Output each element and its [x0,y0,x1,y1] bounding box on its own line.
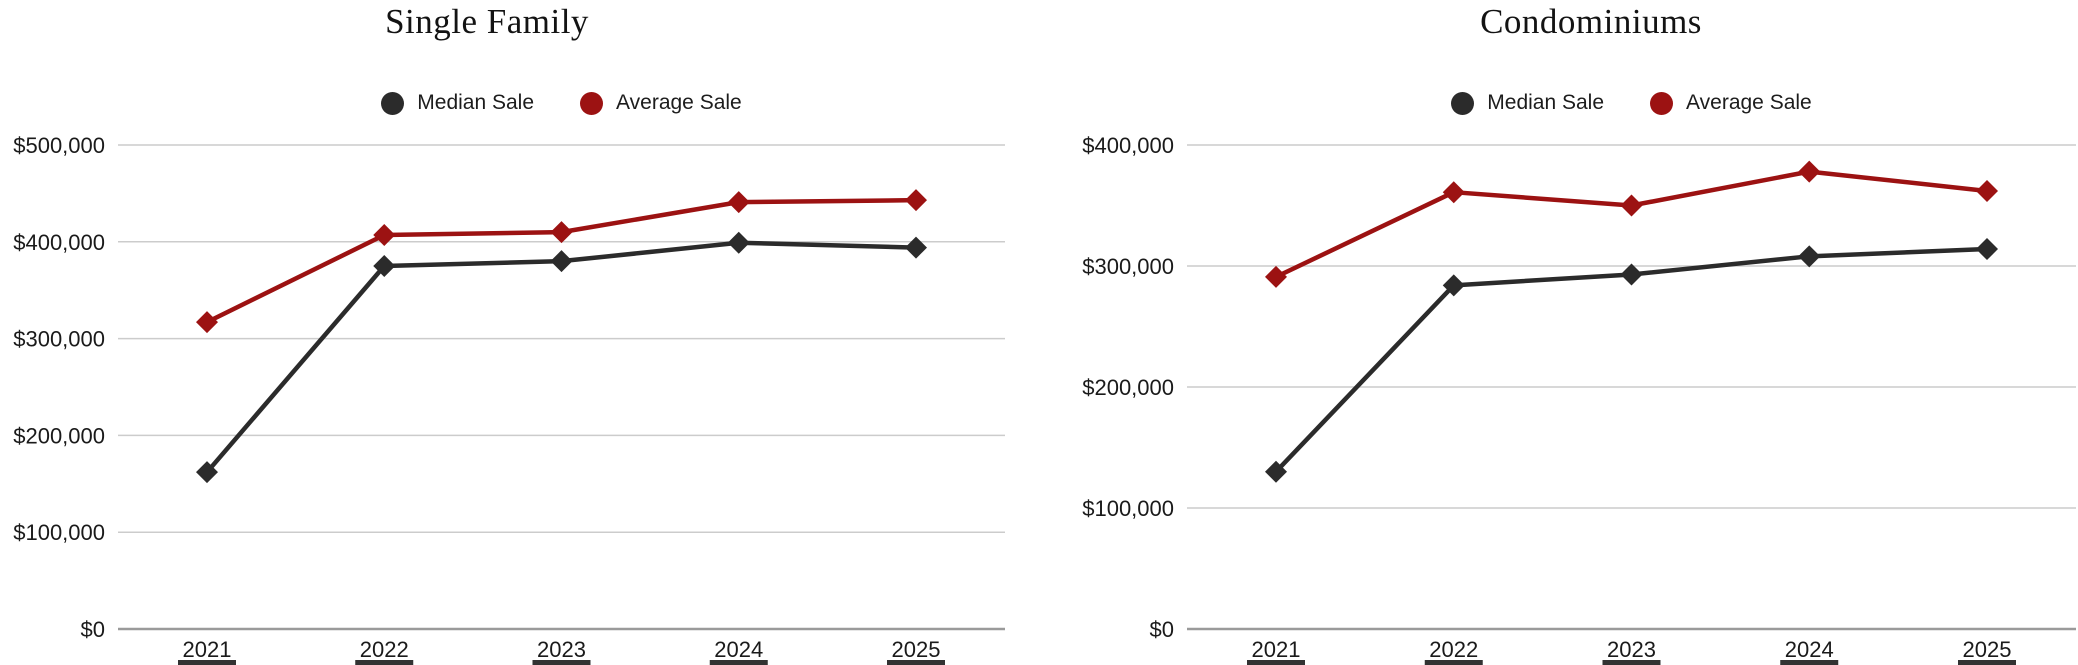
x-tick-label: 2024 [1785,637,1834,662]
median-sale-data-point-marker[interactable] [550,250,573,273]
average-sale-data-point-marker[interactable] [727,191,750,214]
chart-title-single-family: Single Family [385,2,589,41]
legend-label: Median Sale [1487,91,1605,114]
median-sale-data-point-marker[interactable] [196,461,218,484]
median-sale-data-point-marker[interactable] [1620,263,1643,286]
average-sale-data-point-marker[interactable] [1976,179,1998,202]
clipped-element-below-chart [1958,660,2016,665]
x-tick-label: 2022 [360,637,409,662]
y-tick-label: $300,000 [1082,254,1174,279]
y-tick-label: $200,000 [13,423,105,448]
median-sale-data-point-marker[interactable] [1442,274,1465,297]
average-sale-data-point-marker[interactable] [1265,265,1287,288]
x-tick-label: 2021 [183,637,232,662]
legend-item-average-sale[interactable]: Average Sale [1650,91,1812,115]
legend-item-average-sale[interactable]: Average Sale [580,91,742,115]
legend-label: Average Sale [616,91,742,114]
y-tick-label: $0 [81,617,105,642]
x-tick-label: 2023 [1607,637,1656,662]
chart-title-condominiums: Condominiums [1480,2,1702,41]
condominiums-chart-panel: Condominiums Median Sale Average Sale $0… [1039,0,2078,665]
average-sale-data-point-marker[interactable] [905,189,927,212]
legend-single-family: Median Sale Average Sale [118,91,1005,115]
clipped-element-below-chart [1780,660,1839,665]
average-sale-legend-dot-icon [580,91,604,115]
legend-label: Median Sale [417,91,535,114]
legend-item-median-sale[interactable]: Median Sale [1451,91,1604,115]
legend-item-median-sale[interactable]: Median Sale [381,91,534,115]
clipped-element-below-chart [887,660,945,665]
median-sale-data-point-marker[interactable] [1265,460,1287,483]
clipped-element-below-chart [1424,660,1483,665]
clipped-element-below-chart [178,660,236,665]
y-tick-label: $100,000 [13,520,105,545]
median-sale-data-point-marker[interactable] [1798,245,1821,268]
average-sale-data-point-marker[interactable] [373,224,396,247]
average-sale-line [1273,169,1990,280]
average-sale-data-point-marker[interactable] [1798,160,1821,183]
average-sale-data-point-marker[interactable] [1442,181,1465,204]
x-tick-label: 2025 [892,637,941,662]
x-tick-label: 2025 [1963,637,2012,662]
median-sale-data-point-marker[interactable] [727,231,750,254]
clipped-element-below-chart [355,660,414,665]
y-tick-label: $200,000 [1082,375,1174,400]
average-sale-legend-dot-icon [1650,91,1674,115]
y-tick-label: $100,000 [1082,496,1174,521]
x-tick-label: 2021 [1252,637,1301,662]
y-tick-label: $500,000 [13,133,105,158]
average-sale-data-point-marker[interactable] [550,221,573,244]
median-sale-legend-dot-icon [1451,91,1475,115]
clipped-element-below-chart [709,660,768,665]
condominiums-plot-area[interactable]: $0 $100,000 $200,000 $300,000 $400,000 2021 20… [1039,130,2078,665]
y-tick-label: $400,000 [13,230,105,255]
clipped-element-below-chart [532,660,591,665]
legend-condominiums: Median Sale Average Sale [1187,91,2076,115]
average-sale-data-point-marker[interactable] [1620,194,1643,217]
median-sale-data-point-marker[interactable] [905,236,927,259]
median-sale-data-point-marker[interactable] [373,255,396,277]
clipped-element-below-chart [1602,660,1661,665]
single-family-chart-panel: Single Family Median Sale Average Sale $… [0,2,1039,665]
median-sale-data-point-marker[interactable] [1976,238,1998,261]
x-tick-label: 2023 [537,637,586,662]
single-family-plot-area[interactable]: $0 $100,000 $200,000 $300,000 $400,000 $500,0… [0,130,1039,665]
y-tick-label: $300,000 [13,327,105,352]
x-tick-label: 2024 [714,637,763,662]
legend-label: Average Sale [1686,91,1812,114]
average-sale-data-point-marker[interactable] [196,311,218,334]
x-tick-label: 2022 [1429,637,1478,662]
y-tick-label: $400,000 [1082,133,1174,158]
median-sale-legend-dot-icon [381,91,405,115]
median-sale-line [204,240,919,475]
clipped-element-below-chart [1247,660,1305,665]
y-tick-label: $0 [1150,617,1174,642]
